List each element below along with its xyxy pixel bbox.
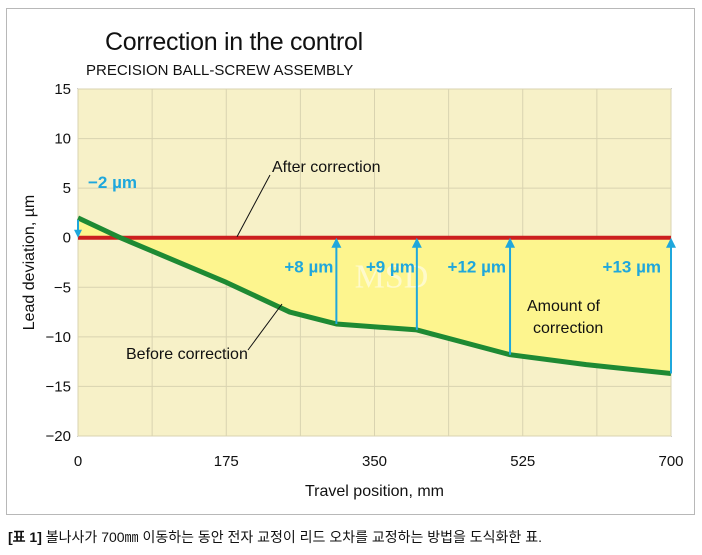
correction-label: +12 µm xyxy=(448,257,506,276)
correction-arrows xyxy=(74,219,676,374)
caption-tag: [표 1] xyxy=(8,529,42,545)
svg-text:After correction: After correction xyxy=(272,159,380,176)
after-correction-callout: After correction xyxy=(236,159,380,237)
y-tick-label: −10 xyxy=(46,329,71,346)
amount-of-correction-label: Amount of correction xyxy=(527,298,603,337)
y-axis-label: Lead deviation, µm xyxy=(21,195,38,331)
y-tick-label: −20 xyxy=(46,428,71,445)
y-tick-label: 0 xyxy=(63,230,71,247)
x-tick-label: 175 xyxy=(214,453,239,470)
correction-arrow xyxy=(74,219,82,238)
before-correction-callout: Before correction xyxy=(126,303,283,363)
correction-arrow xyxy=(411,237,422,330)
correction-area xyxy=(78,217,671,374)
correction-label: +9 µm xyxy=(366,257,415,276)
x-tick-label: 700 xyxy=(658,453,683,470)
y-tick-label: 10 xyxy=(54,131,71,148)
correction-label: +8 µm xyxy=(284,257,333,276)
chart: MSD −2 µm+8 µm +9 µm +12 µm +13 µm 0 175 350 5… xyxy=(21,81,684,500)
chart-subtitle: PRECISION BALL-SCREW ASSEMBLY xyxy=(86,62,354,79)
correction-labels: −2 µm +8 µm +9 µm +12 µm +13 µm xyxy=(88,173,661,276)
x-tick-label: 0 xyxy=(74,453,82,470)
chart-title: Correction in the control xyxy=(105,28,363,56)
x-tick-label: 350 xyxy=(362,453,387,470)
correction-arrow xyxy=(505,237,516,355)
correction-arrow xyxy=(331,237,342,324)
y-tick-label: 15 xyxy=(54,81,71,98)
y-tick-label: 5 xyxy=(63,180,71,197)
correction-arrow xyxy=(666,237,676,374)
callouts: After correction Before correction Amount … xyxy=(126,159,603,363)
y-tick-labels: 15 10 5 0 −5 −10 −15 −20 xyxy=(46,81,71,445)
y-tick-label: −5 xyxy=(54,279,71,296)
figure-caption: [표 1] 볼나사가 700㎜ 이동하는 동안 전자 교정이 리드 오차를 교정… xyxy=(8,527,542,547)
caption-text: 볼나사가 700㎜ 이동하는 동안 전자 교정이 리드 오차를 교정하는 방법을… xyxy=(45,529,542,545)
x-tick-label: 525 xyxy=(510,453,535,470)
x-axis-label: Travel position, mm xyxy=(305,483,444,500)
y-tick-label: −15 xyxy=(46,378,71,395)
x-tick-labels: 0 175 350 525 700 xyxy=(74,453,684,470)
correction-label: +13 µm xyxy=(603,257,661,276)
svg-text:Before correction: Before correction xyxy=(126,346,248,363)
correction-label: −2 µm xyxy=(88,173,137,192)
